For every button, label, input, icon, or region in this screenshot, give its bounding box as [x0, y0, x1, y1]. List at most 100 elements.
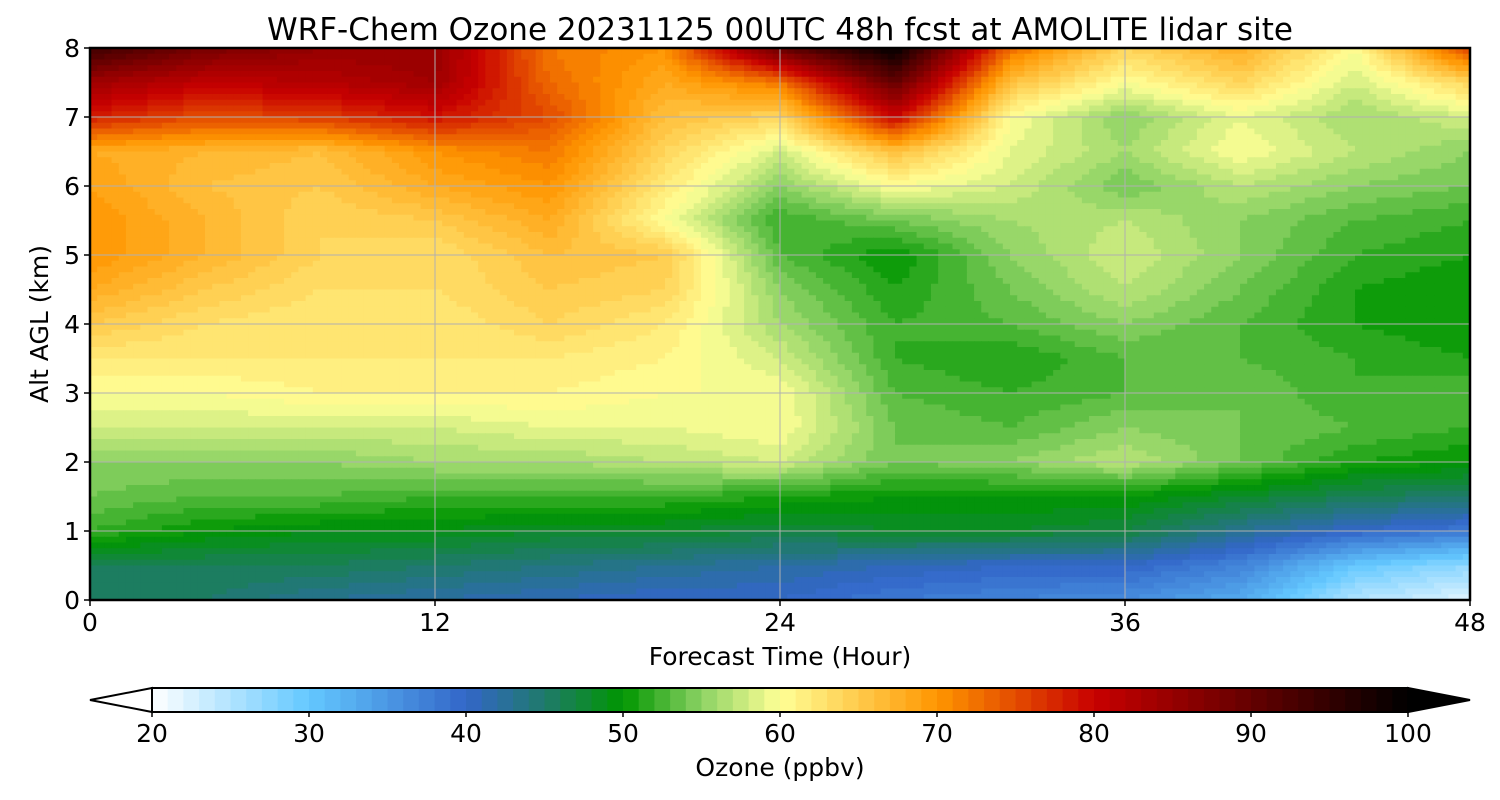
contour-cell — [427, 157, 436, 164]
contour-cell — [118, 48, 127, 55]
contour-cell — [363, 53, 371, 61]
contour-cell — [952, 180, 961, 187]
contour-cell — [219, 53, 228, 61]
contour-cell — [1132, 88, 1140, 95]
contour-cell — [327, 180, 335, 187]
contour-cell — [1139, 191, 1148, 199]
contour-cell — [751, 71, 760, 78]
contour-cell — [693, 134, 702, 141]
contour-cell — [923, 122, 932, 130]
contour-cell — [1383, 174, 1392, 181]
contour-cell — [1268, 128, 1277, 135]
contour-cell — [133, 117, 141, 124]
contour-cell — [808, 99, 817, 107]
contour-cell — [1247, 94, 1255, 101]
contour-cell — [1355, 128, 1363, 135]
contour-cell — [1125, 94, 1133, 101]
contour-cell — [1426, 117, 1435, 124]
contour-cell — [413, 122, 422, 130]
contour-cell — [97, 122, 105, 130]
contour-cell — [1024, 140, 1033, 147]
contour-cell — [1132, 168, 1140, 176]
contour-cell — [729, 59, 738, 66]
contour-cell — [147, 140, 156, 147]
contour-cell — [916, 88, 925, 95]
contour-cell — [1311, 76, 1320, 84]
contour-cell — [492, 111, 501, 118]
contour-cell — [1225, 157, 1234, 164]
contour-cell — [564, 134, 573, 141]
contour-cell — [715, 151, 724, 158]
contour-cell — [463, 122, 472, 130]
contour-cell — [320, 180, 328, 187]
contour-cell — [506, 71, 515, 78]
contour-cell — [873, 76, 882, 84]
contour-cell — [837, 71, 846, 78]
contour-cell — [363, 157, 371, 164]
contour-cell — [787, 53, 795, 61]
contour-cell — [787, 140, 795, 147]
contour-cell — [212, 76, 220, 84]
contour-cell — [593, 163, 601, 170]
contour-cell — [384, 186, 393, 193]
contour-cell — [499, 168, 508, 176]
contour-cell — [147, 48, 156, 55]
contour-cell — [887, 151, 896, 158]
contour-cell — [391, 59, 400, 66]
contour-cell — [923, 82, 932, 89]
contour-cell — [205, 157, 213, 164]
contour-cell — [945, 140, 954, 147]
contour-cell — [787, 105, 795, 112]
contour-cell — [578, 105, 587, 112]
contour-cell — [837, 151, 846, 158]
contour-cell — [1182, 53, 1191, 61]
contour-cell — [1160, 186, 1169, 193]
contour-cell — [133, 145, 141, 153]
contour-cell — [1247, 128, 1255, 135]
contour-cell — [952, 71, 961, 78]
contour-cell — [248, 191, 256, 199]
contour-cell — [772, 180, 781, 187]
contour-cell — [233, 186, 242, 193]
contour-cell — [291, 117, 300, 124]
contour-cell — [312, 88, 321, 95]
contour-cell — [600, 117, 609, 124]
contour-cell — [1038, 105, 1047, 112]
contour-cell — [801, 151, 810, 158]
contour-cell — [1376, 168, 1385, 176]
contour-cell — [564, 186, 573, 193]
contour-cell — [377, 82, 386, 89]
contour-cell — [377, 163, 386, 170]
contour-cell — [1125, 82, 1133, 89]
contour-cell — [808, 163, 817, 170]
contour-cell — [880, 111, 889, 118]
contour-cell — [1441, 145, 1450, 153]
contour-cell — [557, 145, 565, 153]
contour-cell — [916, 65, 925, 72]
contour-cell — [1024, 186, 1033, 193]
contour-cell — [636, 99, 645, 107]
contour-cell — [981, 88, 990, 95]
contour-cell — [1218, 99, 1227, 107]
contour-cell — [1304, 151, 1313, 158]
contour-cell — [334, 140, 343, 147]
contour-cell — [499, 140, 508, 147]
contour-cell — [952, 151, 961, 158]
contour-cell — [1462, 48, 1471, 55]
contour-cell — [679, 168, 688, 176]
contour-cell — [988, 151, 997, 158]
contour-cell — [729, 82, 738, 89]
contour-cell — [729, 71, 738, 78]
contour-cell — [643, 94, 652, 101]
contour-cell — [722, 145, 731, 153]
contour-cell — [190, 53, 199, 61]
contour-cell — [600, 48, 609, 55]
contour-cell — [765, 71, 774, 78]
contour-cell — [1110, 48, 1119, 55]
contour-cell — [1074, 117, 1083, 124]
contour-cell — [808, 111, 817, 118]
contour-cell — [528, 145, 537, 153]
contour-cell — [873, 134, 882, 141]
contour-cell — [851, 168, 860, 176]
contour-cell — [276, 105, 285, 112]
